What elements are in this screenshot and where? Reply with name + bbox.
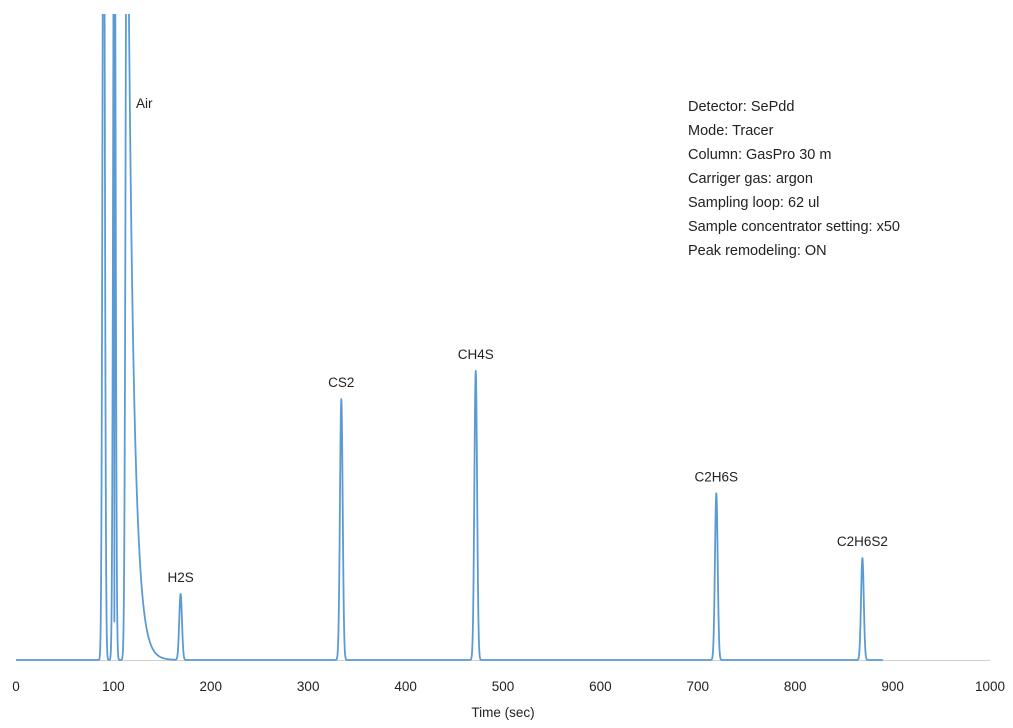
signal-trace <box>15 14 884 661</box>
peak-label: H2S <box>167 570 193 585</box>
info-line: Sample concentrator setting: x50 <box>688 219 900 235</box>
info-line: Peak remodeling: ON <box>688 243 827 259</box>
x-axis-title: Time (sec) <box>471 705 534 720</box>
x-tick-label: 200 <box>200 679 223 694</box>
series-layer <box>15 14 884 661</box>
x-tick-labels: 0 100 200 300 400 500 600 700 800 900 1000 <box>12 679 1005 694</box>
x-tick-label: 500 <box>492 679 515 694</box>
info-line: Sampling loop: 62 ul <box>688 195 819 211</box>
info-line: Detector: SePdd <box>688 99 794 115</box>
x-tick-label: 600 <box>589 679 612 694</box>
peak-label: CS2 <box>328 375 354 390</box>
x-tick-label: 100 <box>102 679 125 694</box>
peak-label: C2H6S2 <box>837 534 888 549</box>
x-tick-label: 700 <box>687 679 710 694</box>
x-tick-label: 1000 <box>975 679 1005 694</box>
instrument-info: Detector: SePdd Mode: Tracer Column: GasPr… <box>688 99 900 259</box>
info-line: Mode: Tracer <box>688 123 774 139</box>
x-tick-label: 400 <box>394 679 417 694</box>
x-tick-label: 300 <box>297 679 320 694</box>
peak-labels: Air H2S CS2 CH4S C2H6S C2H6S2 <box>136 96 888 585</box>
peak-label: CH4S <box>458 347 494 362</box>
x-tick-label: 0 <box>12 679 20 694</box>
peak-label: Air <box>136 96 153 111</box>
info-line: Carriger gas: argon <box>688 171 813 187</box>
peak-label: C2H6S <box>695 469 739 484</box>
x-tick-label: 900 <box>881 679 904 694</box>
x-tick-label: 800 <box>784 679 807 694</box>
info-line: Column: GasPro 30 m <box>688 147 831 163</box>
